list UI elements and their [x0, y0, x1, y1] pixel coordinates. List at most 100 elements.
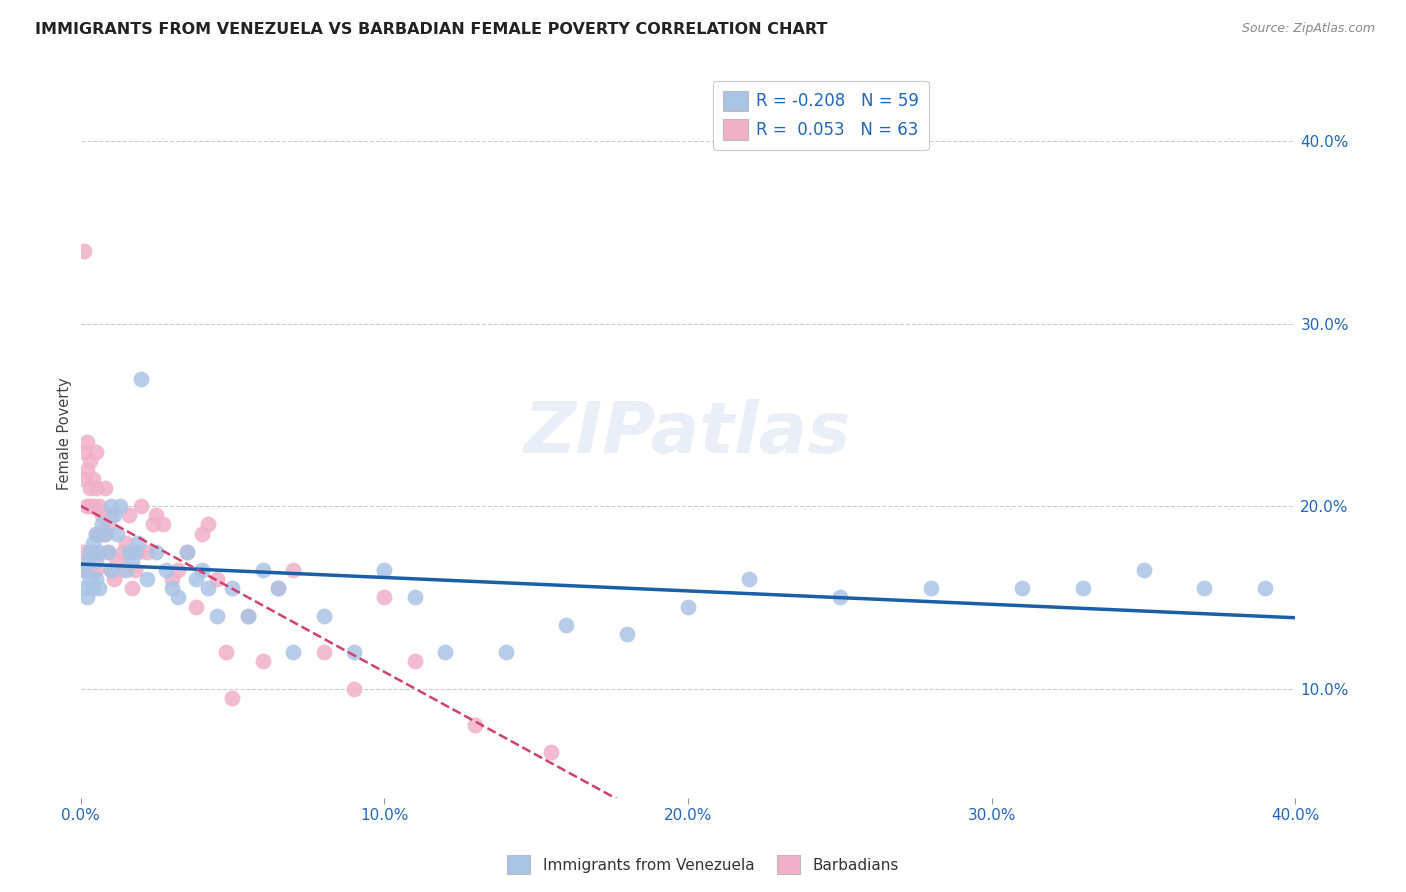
- Point: [84, 554, 107, 568]
- Y-axis label: Female Poverty: Female Poverty: [58, 377, 72, 490]
- Point: [495, 645, 517, 659]
- Point: [118, 508, 141, 523]
- Point: [738, 572, 761, 586]
- Point: [281, 563, 304, 577]
- Point: [129, 371, 152, 385]
- Point: [76, 591, 98, 605]
- Point: [166, 591, 188, 605]
- Point: [87, 500, 110, 514]
- Point: [464, 718, 486, 732]
- Text: Source: ZipAtlas.com: Source: ZipAtlas.com: [1241, 22, 1375, 36]
- Point: [79, 500, 101, 514]
- Point: [136, 572, 159, 586]
- Point: [404, 654, 426, 668]
- Point: [920, 582, 942, 596]
- Point: [100, 563, 122, 577]
- Point: [82, 535, 104, 549]
- Point: [82, 472, 104, 486]
- Point: [160, 582, 183, 596]
- Point: [121, 582, 143, 596]
- Point: [72, 444, 94, 458]
- Point: [205, 572, 228, 586]
- Point: [72, 582, 94, 596]
- Point: [108, 500, 131, 514]
- Point: [72, 472, 94, 486]
- Point: [115, 535, 138, 549]
- Point: [221, 690, 243, 705]
- Point: [84, 481, 107, 495]
- Point: [82, 545, 104, 559]
- Point: [103, 572, 125, 586]
- Point: [676, 599, 699, 614]
- Point: [84, 526, 107, 541]
- Legend: Immigrants from Venezuela, Barbadians: Immigrants from Venezuela, Barbadians: [502, 849, 904, 880]
- Point: [433, 645, 456, 659]
- Point: [72, 244, 94, 258]
- Point: [76, 554, 98, 568]
- Point: [84, 563, 107, 577]
- Point: [87, 545, 110, 559]
- Point: [76, 435, 98, 450]
- Point: [100, 563, 122, 577]
- Point: [236, 608, 259, 623]
- Point: [184, 572, 207, 586]
- Point: [84, 572, 107, 586]
- Point: [142, 517, 165, 532]
- Point: [828, 591, 851, 605]
- Point: [90, 508, 112, 523]
- Point: [124, 563, 146, 577]
- Point: [191, 563, 214, 577]
- Point: [79, 545, 101, 559]
- Text: ZIPatlas: ZIPatlas: [524, 399, 852, 467]
- Point: [343, 681, 366, 696]
- Point: [197, 517, 219, 532]
- Point: [166, 563, 188, 577]
- Point: [118, 545, 141, 559]
- Point: [103, 508, 125, 523]
- Text: IMMIGRANTS FROM VENEZUELA VS BARBADIAN FEMALE POVERTY CORRELATION CHART: IMMIGRANTS FROM VENEZUELA VS BARBADIAN F…: [35, 22, 828, 37]
- Point: [124, 545, 146, 559]
- Point: [1011, 582, 1033, 596]
- Point: [82, 582, 104, 596]
- Point: [94, 481, 117, 495]
- Point: [115, 563, 138, 577]
- Point: [90, 526, 112, 541]
- Point: [97, 545, 120, 559]
- Point: [252, 563, 274, 577]
- Point: [312, 645, 335, 659]
- Point: [105, 554, 128, 568]
- Point: [76, 563, 98, 577]
- Point: [72, 563, 94, 577]
- Point: [72, 563, 94, 577]
- Point: [79, 563, 101, 577]
- Point: [145, 508, 167, 523]
- Point: [155, 563, 177, 577]
- Point: [76, 463, 98, 477]
- Point: [184, 599, 207, 614]
- Point: [129, 500, 152, 514]
- Point: [1194, 582, 1216, 596]
- Point: [205, 608, 228, 623]
- Point: [236, 608, 259, 623]
- Point: [267, 582, 290, 596]
- Point: [72, 545, 94, 559]
- Point: [97, 545, 120, 559]
- Point: [404, 591, 426, 605]
- Point: [176, 545, 198, 559]
- Point: [191, 526, 214, 541]
- Point: [197, 582, 219, 596]
- Point: [112, 545, 135, 559]
- Point: [94, 526, 117, 541]
- Point: [84, 526, 107, 541]
- Point: [1254, 582, 1277, 596]
- Point: [87, 582, 110, 596]
- Point: [221, 582, 243, 596]
- Point: [373, 591, 395, 605]
- Point: [343, 645, 366, 659]
- Point: [127, 535, 149, 549]
- Point: [215, 645, 238, 659]
- Point: [145, 545, 167, 559]
- Point: [540, 746, 562, 760]
- Point: [176, 545, 198, 559]
- Point: [84, 444, 107, 458]
